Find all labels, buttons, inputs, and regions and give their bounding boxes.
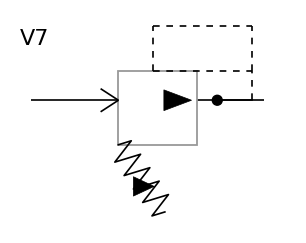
Bar	[118, 70, 197, 145]
Polygon shape	[133, 177, 154, 196]
Polygon shape	[164, 90, 192, 111]
Text: V7: V7	[20, 29, 49, 49]
Circle shape	[212, 95, 222, 105]
